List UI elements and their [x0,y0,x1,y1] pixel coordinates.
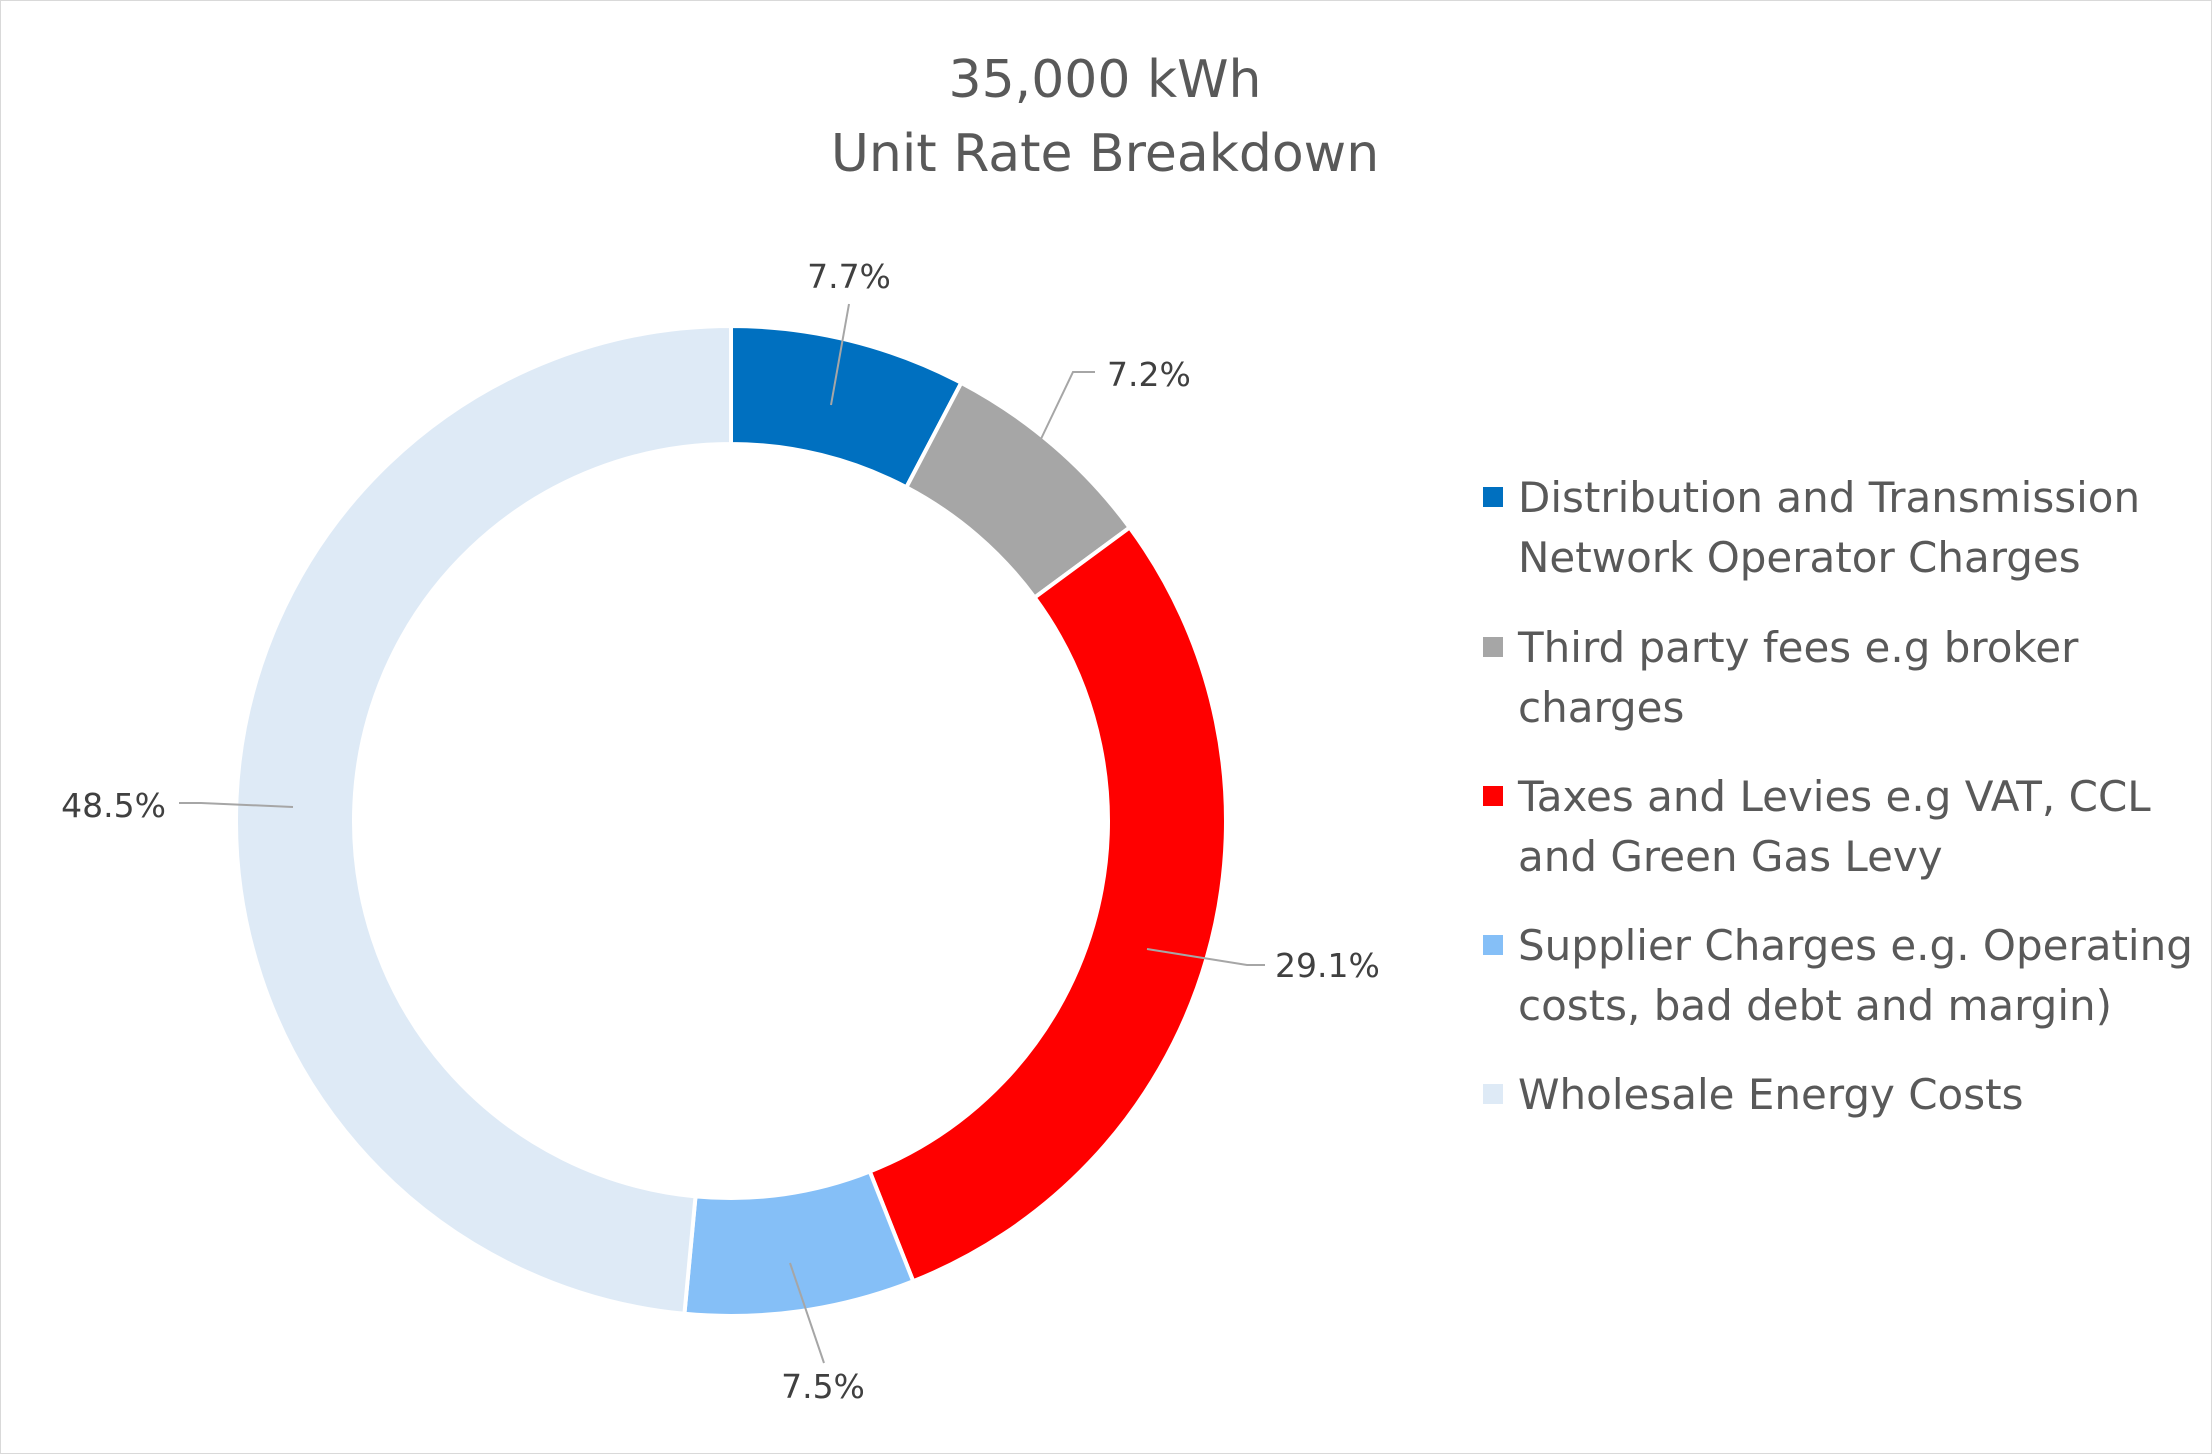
data-label-supplier-charges: 7.5% [781,1367,865,1406]
legend-swatch-supplier-charges [1483,935,1503,955]
legend-item-third-party-fees: Third party fees e.g broker charges [1483,623,2079,732]
legend-label-distribution-network-line-1: Distribution and Transmission [1518,473,2140,522]
legend-swatch-distribution-network [1483,487,1503,507]
legend-label-taxes-levies-line-1: Taxes and Levies e.g VAT, CCL [1517,772,2151,821]
leader-line-wholesale-energy [179,802,294,808]
legend-item-supplier-charges: Supplier Charges e.g. Operating costs, ba… [1483,921,2193,1030]
legend-label-taxes-levies-line-2: and Green Gas Levy [1518,832,1943,881]
legend-label-wholesale-energy-line-1: Wholesale Energy Costs [1518,1070,2023,1119]
legend-label-third-party-fees-line-2: charges [1518,683,1684,732]
legend-item-wholesale-energy: Wholesale Energy Costs [1483,1070,2023,1119]
data-label-taxes-levies: 29.1% [1275,946,1380,985]
data-label-wholesale-energy: 48.5% [61,786,166,825]
slice-taxes-levies [867,524,1229,1284]
legend-label-supplier-charges-line-2: costs, bad debt and margin) [1518,981,2112,1030]
leader-lines [179,303,1265,1364]
leader-line-distribution-network [830,303,850,406]
data-label-distribution-network: 7.7% [807,257,891,296]
legend-item-taxes-levies: Taxes and Levies e.g VAT, CCL and Green G… [1483,772,2151,881]
slice-wholesale-energy [234,323,733,1316]
legend-label-distribution-network-line-2: Network Operator Charges [1518,533,2081,582]
leader-line-taxes-levies [1146,948,1265,966]
data-label-third-party-fees: 7.2% [1107,355,1191,394]
data-labels: 7.7% 7.2% 29.1% 7.5% 48.5% [61,257,1380,1406]
chart-title: 35,000 kWh Unit Rate Breakdown [831,50,1379,184]
chart-title-line-1: 35,000 kWh [949,50,1262,110]
legend-swatch-third-party-fees [1483,637,1503,657]
legend-label-supplier-charges-line-1: Supplier Charges e.g. Operating [1518,921,2193,970]
legend-label-third-party-fees-line-1: Third party fees e.g broker [1517,623,2079,672]
leader-line-supplier-charges [789,1262,825,1364]
doughnut-slices [234,323,1229,1318]
leader-line-third-party-fees [1039,371,1095,442]
legend: Distribution and Transmission Network Ope… [1483,473,2193,1119]
legend-swatch-taxes-levies [1483,786,1503,806]
slice-supplier-charges [682,1168,916,1318]
chart-title-line-2: Unit Rate Breakdown [831,124,1379,184]
legend-swatch-wholesale-energy [1483,1084,1503,1104]
legend-item-distribution-network: Distribution and Transmission Network Ope… [1483,473,2140,582]
